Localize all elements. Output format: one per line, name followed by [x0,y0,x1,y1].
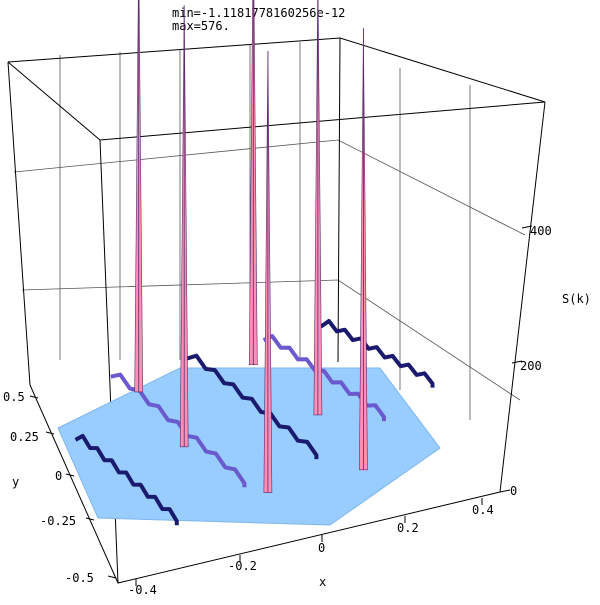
peak-spike [313,0,323,416]
max-readout: max=576. [172,19,230,33]
y-tick-m05: -0.5 [65,571,94,585]
z-tick-200: 200 [520,359,542,373]
y-tick-m025: -0.25 [40,514,76,528]
x-tick-04: 0.4 [472,503,494,517]
min-readout: min=-1.1181778160256e-12 [172,6,345,20]
back-grid [13,42,526,420]
z-tick-0: 0 [510,484,517,498]
x-axis-label: x [319,575,326,589]
x-tick-m04: -0.4 [128,583,157,597]
peak-layer [134,0,368,493]
x-tick-0: 0 [318,541,325,555]
y-tick-025: 0.25 [10,430,39,444]
x-tick-m02: -0.2 [228,559,257,573]
domain-plane [57,367,441,526]
y-tick-05: 0.5 [3,390,25,404]
peak-spike [263,50,273,493]
peak-spike [359,28,368,471]
z-axis-label: S(k) [562,292,591,306]
y-tick-0: 0 [55,469,62,483]
peak-spike [248,0,258,365]
ridge-line [262,334,386,422]
tick-marks [29,225,533,586]
peak-spike [134,0,144,393]
ridge-line [186,353,319,460]
ridge-line [74,433,179,526]
bounding-box [7,37,546,584]
peak-spike [179,5,189,448]
z-tick-400: 400 [530,224,552,238]
x-tick-02: 0.2 [397,521,419,535]
ridge-line [319,319,435,388]
y-axis-label: y [12,475,19,489]
